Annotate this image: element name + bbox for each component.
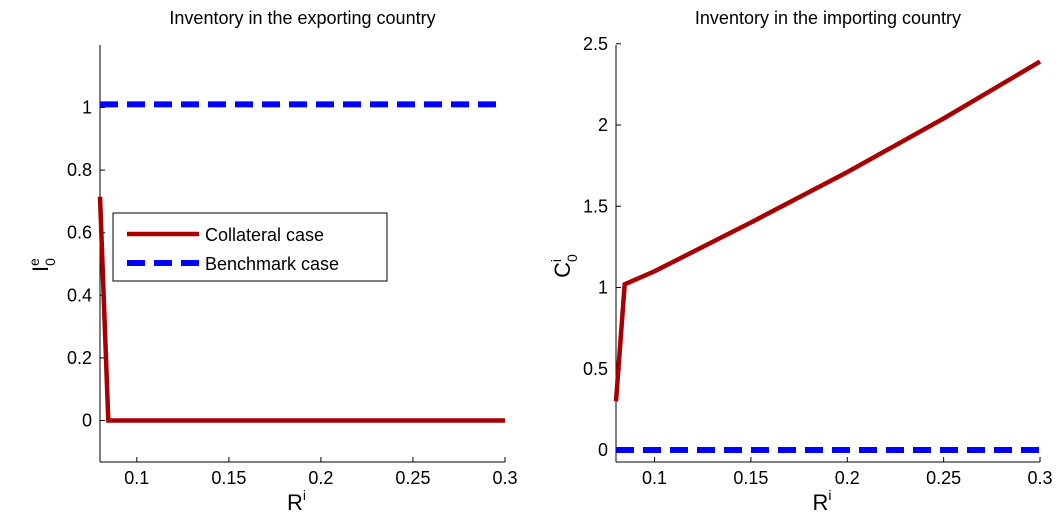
y-tick-label: 2 (598, 115, 608, 135)
x-tick-label: 0.15 (211, 468, 246, 488)
y-axis-label-sup: i (548, 259, 564, 262)
chart-title: Inventory in the importing country (695, 8, 961, 28)
series-line-collateral (613, 59, 1042, 402)
x-axis-label-main: R (812, 490, 828, 515)
x-axis-label: Ri (812, 487, 831, 515)
y-tick-label: 0.2 (67, 348, 92, 368)
y-tick-label: 0.4 (67, 285, 92, 305)
x-axis-label: Ri (287, 487, 306, 515)
y-tick-label: 0 (598, 440, 608, 460)
x-tick-label: 0.15 (733, 468, 768, 488)
legend: Collateral case Benchmark case (112, 212, 388, 282)
chart-panel-1: Inventory in the exporting country 0.1 0.1… (26, 8, 518, 515)
y-tick-label: 1 (82, 98, 92, 118)
x-tick-label: 0.25 (926, 468, 961, 488)
x-axis-label-sup: i (303, 487, 306, 503)
y-tick-label: 1.5 (583, 196, 608, 216)
x-tick-label: 0.3 (492, 468, 517, 488)
y-tick-label: 2.5 (583, 34, 608, 54)
y-axis-label-sub: 0 (564, 254, 580, 262)
legend-box (112, 212, 388, 282)
y-tick-label: 0.6 (67, 223, 92, 243)
chart-title: Inventory in the exporting country (169, 8, 435, 28)
legend-label: Collateral case (205, 225, 324, 245)
x-tick-label: 0.2 (308, 468, 333, 488)
y-axis-label: C0i (548, 254, 580, 278)
legend-label: Benchmark case (205, 254, 339, 274)
x-tick-label: 0.2 (835, 468, 860, 488)
chart-panel-2: Inventory in the importing country 0.1 0.1… (548, 8, 1053, 515)
y-tick-label: 0 (82, 411, 92, 431)
y-tick-label: 0.5 (583, 359, 608, 379)
series-line-collateral (97, 196, 505, 423)
x-axis-label-main: R (287, 490, 303, 515)
y-tick-label: 1 (598, 278, 608, 298)
x-tick-label: 0.1 (124, 468, 149, 488)
y-axis-label-sub: 0 (42, 258, 58, 266)
y-tick-label: 0.8 (67, 160, 92, 180)
y-axis-label-main: I (28, 266, 53, 272)
y-axis-label: I0e (26, 258, 58, 272)
y-axis-label-sup: e (26, 258, 42, 266)
x-tick-label: 0.25 (395, 468, 430, 488)
y-axis-label-main: C (550, 262, 575, 278)
x-tick-label: 0.1 (642, 468, 667, 488)
x-tick-label: 0.3 (1027, 468, 1052, 488)
x-axis-label-sup: i (828, 487, 831, 503)
